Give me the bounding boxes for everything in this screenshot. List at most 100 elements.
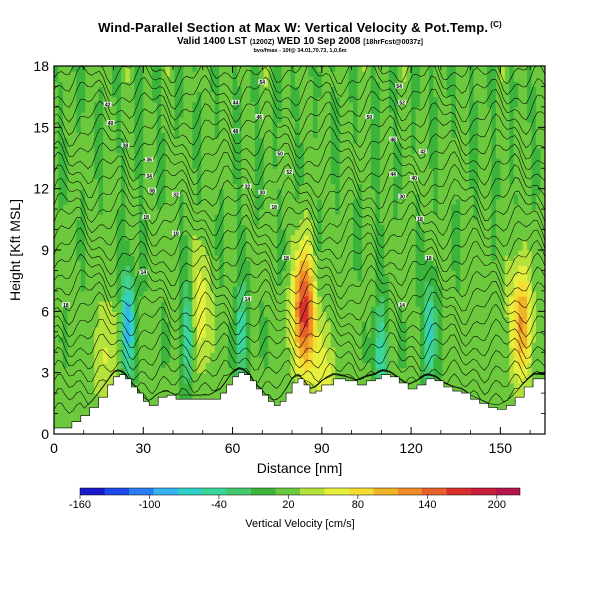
field-cell	[58, 219, 64, 226]
field-cell	[295, 260, 301, 266]
field-cell	[205, 209, 211, 215]
field-cell	[245, 270, 251, 277]
field-cell	[170, 214, 176, 220]
field-cell	[116, 198, 122, 205]
field-cell	[178, 388, 185, 394]
field-cell	[339, 331, 345, 338]
field-cell	[353, 101, 359, 108]
field-cell	[223, 250, 229, 256]
field-cell	[295, 316, 301, 323]
field-cell	[98, 321, 104, 328]
field-cell	[339, 342, 345, 348]
field-cell	[134, 331, 140, 338]
field-cell	[76, 362, 82, 369]
field-cell	[183, 290, 189, 297]
field-cell	[263, 275, 269, 282]
field-cell	[308, 280, 314, 287]
field-cell	[210, 132, 216, 139]
field-cell	[94, 362, 100, 369]
field-cell	[268, 214, 274, 220]
field-cell	[326, 306, 332, 312]
field-cell	[67, 91, 73, 98]
field-cell	[120, 101, 127, 108]
field-cell	[54, 132, 60, 139]
field-cell	[237, 137, 243, 144]
field-cell	[295, 234, 301, 241]
field-cell	[187, 219, 193, 226]
field-cell	[303, 122, 310, 128]
field-cell	[254, 326, 260, 333]
field-cell	[339, 193, 345, 200]
field-cell	[174, 367, 180, 374]
field-cell	[317, 306, 323, 312]
field-cell	[312, 137, 318, 144]
field-cell	[357, 372, 363, 379]
field-cell	[326, 367, 332, 374]
field-cell	[156, 219, 162, 226]
field-cell	[263, 127, 269, 134]
field-cell	[219, 188, 225, 195]
field-cell	[94, 209, 100, 215]
field-cell	[170, 372, 176, 379]
field-cell	[103, 122, 109, 128]
field-cell	[98, 66, 104, 72]
field-cell	[272, 188, 278, 195]
field-cell	[85, 76, 91, 82]
field-cell	[80, 193, 86, 200]
field-cell	[259, 357, 265, 364]
field-cell	[143, 96, 149, 103]
field-cell	[254, 147, 260, 154]
field-cell	[263, 81, 269, 88]
field-cell	[330, 158, 336, 164]
field-cell	[170, 71, 176, 77]
field-cell	[326, 188, 332, 195]
field-cell	[120, 219, 127, 226]
field-cell	[178, 122, 185, 128]
field-cell	[187, 260, 193, 266]
field-cell	[205, 168, 211, 174]
field-cell	[281, 393, 287, 399]
field-cell	[112, 290, 118, 297]
field-cell	[134, 106, 140, 113]
field-cell	[178, 244, 185, 251]
field-cell	[232, 158, 238, 164]
field-cell	[134, 198, 140, 205]
field-cell	[187, 204, 193, 210]
field-cell	[241, 188, 247, 195]
field-cell	[299, 336, 305, 343]
field-cell	[174, 214, 180, 220]
field-cell	[259, 229, 265, 236]
field-cell	[120, 158, 127, 164]
field-cell	[80, 398, 86, 404]
field-cell	[58, 193, 64, 200]
field-cell	[348, 71, 354, 77]
field-cell	[80, 382, 86, 389]
field-cell	[286, 316, 292, 323]
field-cell	[94, 403, 100, 410]
field-cell	[205, 342, 211, 348]
field-cell	[134, 265, 140, 272]
field-cell	[357, 204, 363, 210]
field-cell	[228, 132, 234, 139]
field-cell	[187, 244, 193, 251]
field-cell	[201, 224, 207, 231]
field-cell	[295, 132, 301, 139]
field-cell	[241, 229, 247, 236]
field-cell	[112, 224, 118, 231]
field-cell	[299, 122, 305, 128]
field-cell	[183, 183, 189, 190]
field-cell	[317, 198, 323, 205]
field-cell	[67, 372, 73, 379]
field-cell	[335, 244, 341, 251]
field-cell	[295, 357, 301, 364]
field-cell	[192, 101, 198, 108]
field-cell	[116, 137, 122, 144]
field-cell	[143, 372, 149, 379]
field-cell	[170, 331, 176, 338]
field-cell	[228, 352, 234, 358]
field-cell	[344, 270, 350, 277]
field-cell	[312, 316, 318, 323]
field-cell	[196, 331, 202, 338]
field-cell	[156, 296, 162, 302]
field-cell	[259, 132, 265, 139]
